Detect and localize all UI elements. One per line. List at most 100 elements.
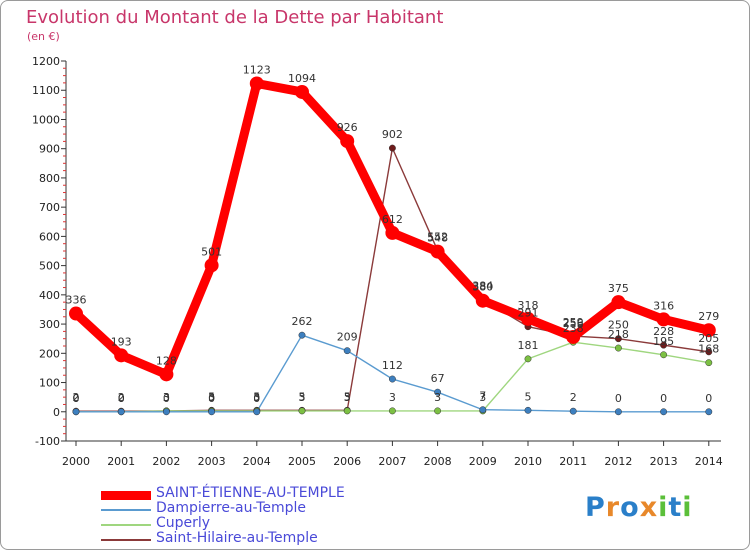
data-point — [298, 407, 306, 415]
y-tick-label: 600 — [39, 230, 60, 243]
data-point — [524, 355, 532, 363]
chart-title: Evolution du Montant de la Dette par Hab… — [26, 7, 444, 28]
legend-label: Dampierre-au-Temple — [156, 500, 307, 516]
data-point — [204, 258, 219, 273]
data-label: 7 — [479, 390, 486, 403]
data-point — [295, 84, 309, 99]
legend-swatch — [101, 539, 151, 541]
y-tick-label: 100 — [39, 377, 60, 390]
data-label: 205 — [698, 332, 719, 345]
data-label: 5 — [344, 390, 351, 403]
data-point — [340, 134, 355, 149]
logo-letter: r — [605, 492, 621, 523]
series-points — [69, 76, 716, 416]
data-label: 375 — [608, 282, 629, 295]
legend-label: SAINT-ÉTIENNE-AU-TEMPLE — [156, 485, 345, 501]
x-tick-label: 2005 — [288, 455, 316, 468]
y-tick-label: 0 — [53, 406, 60, 419]
data-label: 3 — [434, 391, 441, 404]
data-point — [705, 408, 713, 416]
data-label: 128 — [156, 354, 177, 367]
data-point — [569, 407, 577, 415]
data-point — [159, 367, 174, 382]
data-label: 318 — [518, 299, 539, 312]
y-tick-label: 200 — [39, 347, 60, 360]
data-label: 193 — [111, 335, 132, 348]
x-tick-label: 2009 — [469, 455, 497, 468]
data-point — [434, 407, 442, 415]
data-label: 5 — [253, 390, 260, 403]
data-label: 262 — [292, 315, 313, 328]
data-label: 5 — [299, 390, 306, 403]
y-tick-label: 700 — [39, 201, 60, 214]
data-point — [660, 341, 668, 349]
data-point — [566, 329, 581, 344]
data-label: 336 — [66, 294, 87, 307]
data-point — [343, 347, 351, 355]
data-label: 0 — [163, 392, 170, 405]
data-label: 3 — [163, 391, 170, 404]
data-label: 1094 — [288, 72, 316, 85]
data-point — [611, 295, 626, 310]
data-label: 3 — [208, 391, 215, 404]
data-label: 5 — [208, 390, 215, 403]
x-tick-label: 2014 — [695, 455, 723, 468]
data-label: 3 — [479, 391, 486, 404]
data-label: 0 — [73, 392, 80, 405]
y-tick-label: 400 — [39, 289, 60, 302]
y-tick-label: 800 — [39, 172, 60, 185]
data-point — [660, 351, 668, 359]
data-point — [343, 407, 351, 415]
logo-letter: P — [585, 492, 606, 523]
data-label: 3 — [299, 391, 306, 404]
data-label: 195 — [653, 335, 674, 348]
y-tick-label: 1000 — [32, 113, 60, 126]
data-label: 3 — [253, 391, 260, 404]
axes: -100010020030040050060070080090010001100… — [32, 55, 723, 468]
data-point — [430, 244, 445, 259]
proxiti-logo: Proxiti — [585, 492, 693, 523]
data-label: 259 — [563, 316, 584, 329]
data-label: 902 — [382, 128, 403, 141]
data-point — [475, 293, 490, 308]
logo-letter: o — [620, 492, 640, 523]
x-tick-label: 2006 — [333, 455, 361, 468]
data-label: 238 — [563, 322, 584, 335]
data-point — [388, 407, 396, 415]
data-label: 112 — [382, 359, 403, 372]
data-label: 0 — [73, 392, 80, 405]
data-point — [162, 408, 170, 416]
data-label: 548 — [427, 232, 448, 245]
data-point — [388, 375, 396, 383]
data-label: 612 — [382, 213, 403, 226]
data-point — [114, 348, 129, 363]
legend-swatch — [101, 490, 151, 500]
x-tick-label: 2000 — [62, 455, 90, 468]
data-label: 2 — [570, 391, 577, 404]
data-label: 380 — [472, 281, 493, 294]
data-label: 250 — [608, 319, 629, 332]
y-tick-label: 900 — [39, 143, 60, 156]
data-label: 501 — [201, 245, 222, 258]
data-point — [385, 225, 400, 240]
data-point — [705, 359, 713, 367]
x-tick-label: 2003 — [198, 455, 226, 468]
data-label: 316 — [653, 299, 674, 312]
data-label: 0 — [660, 392, 667, 405]
data-point — [249, 76, 264, 91]
logo-letter: x — [639, 492, 659, 523]
data-label: 3 — [344, 391, 351, 404]
logo-letter: i — [682, 492, 693, 523]
data-label: 552 — [427, 230, 448, 243]
data-point — [72, 408, 80, 416]
unit-label: (en €) — [27, 30, 60, 43]
legend-swatch — [101, 509, 151, 511]
data-point — [614, 408, 622, 416]
data-label: 5 — [525, 390, 532, 403]
data-point — [705, 348, 713, 356]
data-label: 209 — [337, 331, 358, 344]
legend-label: Cuperly — [156, 515, 211, 531]
data-label: 2 — [73, 391, 80, 404]
